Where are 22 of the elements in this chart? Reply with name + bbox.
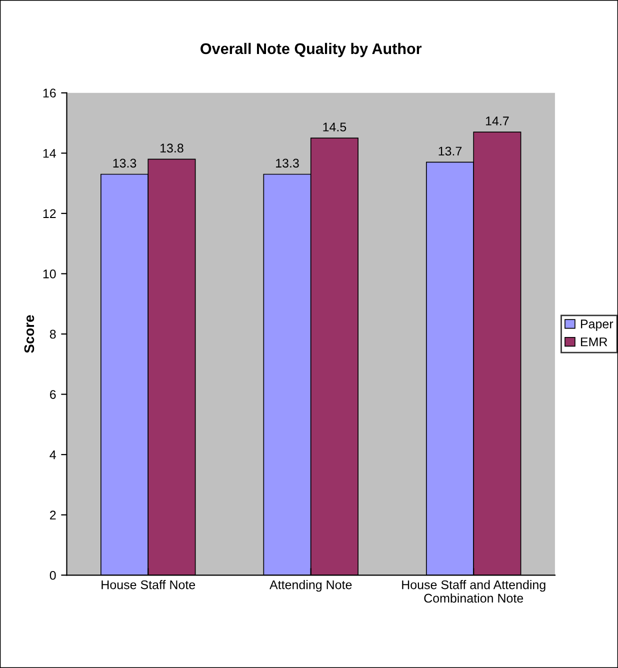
legend-label: Paper	[580, 320, 614, 331]
y-tick-label: 14	[43, 149, 56, 158]
data-label: 13.8	[160, 144, 184, 153]
x-tick-label: House Staff Note	[102, 580, 196, 590]
y-tick-label: 8	[50, 330, 56, 339]
x-tick-label: House Staff and Attending Combination Note	[402, 580, 546, 603]
y-tick-label: 0	[50, 570, 56, 580]
y-tick-label: 16	[43, 88, 56, 98]
data-label: 13.3	[113, 158, 136, 168]
data-label: 13.7	[438, 146, 462, 156]
chart-title: Overall Note Quality by Author	[200, 42, 422, 58]
y-tick-label: 6	[50, 390, 56, 399]
y-tick-label: 2	[50, 510, 56, 520]
legend-label: EMR	[580, 338, 608, 346]
x-tick-label: Attending Note	[270, 580, 352, 592]
y-tick-label: 10	[43, 270, 56, 278]
data-label: 14.7	[486, 116, 509, 126]
y-tick-label: 4	[50, 450, 56, 460]
data-label: 13.3	[276, 158, 299, 168]
y-tick-label: 12	[43, 209, 56, 218]
y-axis-title: Score	[24, 315, 34, 353]
data-label: 14.5	[323, 122, 346, 132]
